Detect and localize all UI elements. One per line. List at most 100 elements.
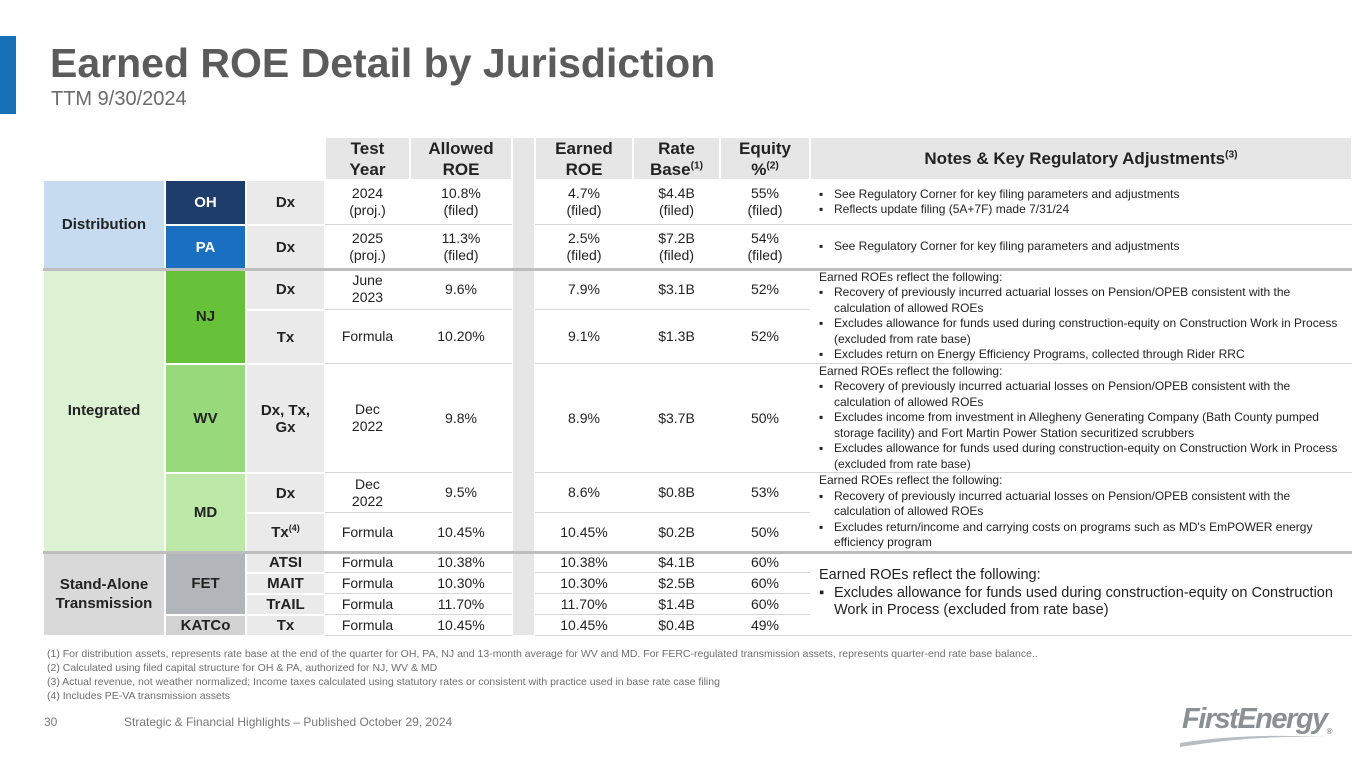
type-cell: Dx, Tx, Gx [246,364,325,473]
type-cell: Dx [246,269,325,310]
type-cell: ATSI [246,552,325,573]
allowed-roe: 10.30% [437,574,485,591]
column-header: Equity %(2) [720,137,810,180]
test-year: Dec 2022 [351,401,384,434]
equity-cell: 52% [720,269,810,310]
type-text: Tx [277,329,295,346]
note-bullet: Excludes allowance for funds used during… [819,441,1344,472]
jurisdiction-label: MD [193,504,218,521]
notes-content: See Regulatory Corner for key filing par… [819,239,1180,255]
rate-base: $3.7B [658,409,695,426]
type-label: Dx [275,238,296,256]
test-year: Formula [341,595,394,612]
rate-base-cell: $4.4B (filed) [633,180,720,225]
allowed-roe: 11.70% [437,595,485,612]
notes-intro: Earned ROEs reflect the following: [819,269,1003,284]
header-label: Rate Base [649,138,695,179]
type-label: Tx [276,617,295,634]
note-bullet: Excludes allowance for funds used during… [819,316,1344,347]
allowed-roe-cell: 9.5% [410,473,512,513]
test-year: 2025 (proj.) [349,229,386,263]
note-bullet: Recovery of previously incurred actuaria… [819,489,1344,520]
jurisdiction-cell: PA [165,225,246,269]
header-text: Equity %(2) [739,138,791,180]
earned-roe-cell: 2.5% (filed) [535,225,633,269]
test-year: Formula [341,574,394,591]
earned-roe: 11.70% [560,595,608,612]
column-header: Test Year [325,137,410,180]
type-cell: Dx [246,225,325,269]
earned-roe: 2.5% (filed) [566,229,602,263]
header-text: Allowed ROE [428,138,493,180]
rate-base: $1.3B [658,328,695,344]
equity-cell: 60% [720,594,810,615]
rate-base: $3.1B [658,280,695,297]
type-footnote: (4) [288,523,300,533]
logo-swoosh [1180,735,1325,747]
test-year-cell: June 2023 [325,269,410,310]
header-label: Allowed ROE [428,138,494,179]
segment-label: Stand-Alone Transmission [55,576,153,612]
earned-roe-cell: 7.9% [535,269,633,310]
notes-content: Earned ROEs reflect the following:Recove… [819,473,1344,551]
type-text: Tx [277,617,295,634]
earned-roe: 10.38% [560,553,608,570]
equity: 60% [750,574,780,591]
type-cell: TrAIL [246,594,325,615]
test-year-cell: Dec 2022 [325,364,410,473]
equity-cell: 60% [720,552,810,573]
rate-base-cell: $0.8B [633,473,720,513]
equity: 49% [750,616,780,633]
logo-text: FirstEnergy [1182,703,1328,735]
notes-list: Recovery of previously incurred actuaria… [819,285,1344,363]
rate-base-cell: $3.1B [633,269,720,310]
rate-base: $1.4B [658,595,695,612]
header-footnote: (1) [690,159,704,171]
rate-base-cell: $3.7B [633,364,720,473]
jurisdiction-label: OH [194,194,217,211]
notes-content: See Regulatory Corner for key filing par… [819,187,1180,218]
earned-roe-cell: 10.30% [535,573,633,594]
rate-base-cell: $4.1B [633,552,720,573]
segment-label: Integrated [67,402,141,419]
equity: 60% [750,553,780,570]
type-cell: Dx [246,473,325,513]
equity-cell: 54% (filed) [720,225,810,269]
header-label: Notes & Key Regulatory Adjustments [924,149,1226,168]
type-label: TrAIL [266,596,305,613]
test-year-cell: Formula [325,594,410,615]
subtitle: TTM 9/30/2024 [51,88,187,110]
notes-cell: Earned ROEs reflect the following:Recove… [810,364,1352,473]
allowed-roe: 10.20% [437,328,485,344]
rate-base-cell: $0.4B [633,615,720,636]
allowed-roe-cell: 10.45% [410,513,512,552]
allowed-roe: 10.38% [437,553,485,570]
equity-cell: 50% [720,513,810,552]
earned-roe-cell: 8.6% [535,473,633,513]
test-year: June 2023 [351,272,384,305]
rate-base-cell: $7.2B (filed) [633,225,720,269]
test-year: Formula [341,523,394,540]
equity: 50% [750,409,780,426]
equity: 55% (filed) [747,185,783,218]
footnote: (4) Includes PE-VA transmission assets [47,690,231,702]
column-header: Allowed ROE [410,137,512,180]
type-label: Tx [271,524,289,541]
header-footnote: (3) [1225,149,1238,161]
column-header: Rate Base(1) [633,137,720,180]
group-separator [43,268,1352,271]
jurisdiction-cell: OH [165,180,246,225]
type-text: Tx(4) [271,523,300,542]
jurisdiction-cell: WV [165,364,246,473]
rate-base-cell: $0.2B [633,513,720,552]
earned-roe: 10.45% [560,523,608,540]
earned-roe: 9.1% [568,328,600,344]
note-bullet: Excludes return on Energy Efficiency Pro… [819,347,1344,363]
notes-intro: Earned ROEs reflect the following: [819,567,1041,584]
equity: 53% [750,484,780,500]
rate-base: $4.1B [658,553,695,570]
test-year-cell: Formula [325,615,410,636]
allowed-roe-cell: 9.8% [410,364,512,473]
jurisdiction-cell: KATCo [165,615,246,636]
allowed-roe-cell: 11.70% [410,594,512,615]
